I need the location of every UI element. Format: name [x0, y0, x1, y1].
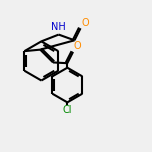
Text: Cl: Cl	[63, 105, 72, 115]
Text: O: O	[74, 41, 81, 51]
Text: O: O	[81, 17, 89, 28]
Text: NH: NH	[51, 22, 66, 32]
